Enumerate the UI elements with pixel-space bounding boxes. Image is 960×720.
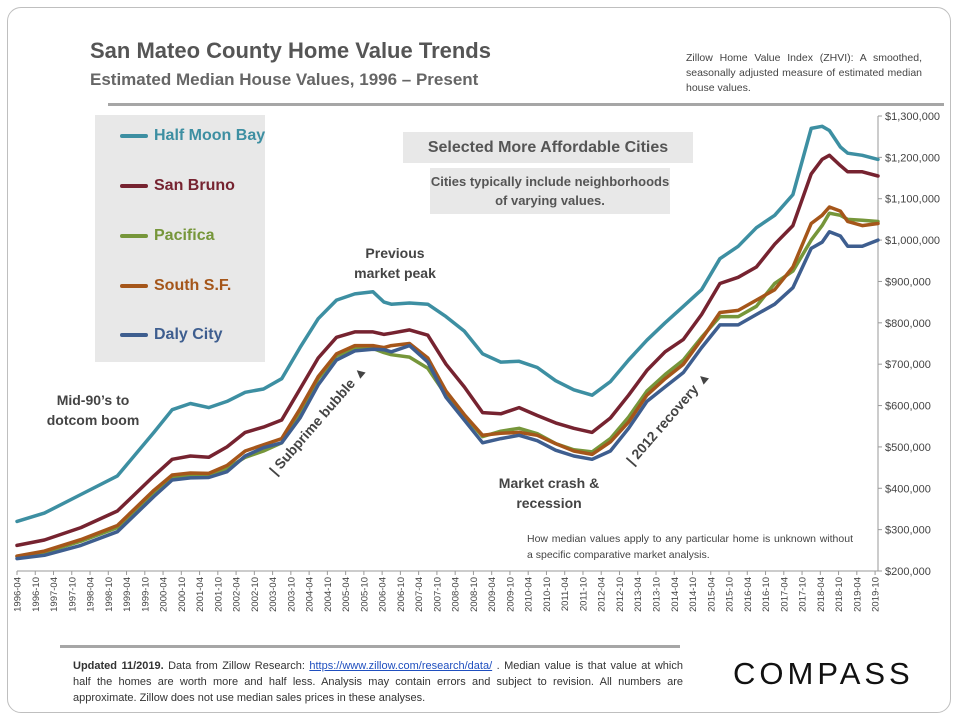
legend-item-half-moon-bay: Half Moon Bay bbox=[120, 127, 265, 145]
x-tick-label: 2019-10 bbox=[871, 577, 882, 612]
y-tick-label: $1,100,000 bbox=[885, 194, 940, 206]
x-tick-label: 2018-10 bbox=[834, 577, 845, 612]
legend-swatch bbox=[120, 333, 148, 337]
legend-swatch bbox=[120, 184, 148, 188]
legend-item-san-bruno: San Bruno bbox=[120, 177, 235, 195]
top-divider bbox=[108, 103, 944, 106]
annotation-crash: Market crash & recession bbox=[498, 475, 600, 511]
x-tick-label: 2016-04 bbox=[743, 577, 754, 612]
legend bbox=[95, 115, 265, 362]
x-tick-label: 2001-10 bbox=[213, 577, 224, 612]
x-tick-label: 2017-10 bbox=[798, 577, 809, 612]
y-tick-label: $200,000 bbox=[885, 566, 931, 578]
x-tick-label: 2006-10 bbox=[396, 577, 407, 612]
x-tick-label: 1996-10 bbox=[31, 577, 42, 612]
x-tick-label: 2013-04 bbox=[633, 577, 644, 612]
annotation-mid90s: Mid-90’s to dotcom boom bbox=[46, 392, 140, 428]
series-line-san-bruno bbox=[15, 153, 880, 548]
x-tick-label: 2010-10 bbox=[542, 577, 553, 612]
x-tick-label: 2002-04 bbox=[232, 577, 243, 612]
legend-item-pacifica: Pacifica bbox=[120, 227, 214, 245]
footer-note: Updated 11/2019. Data from Zillow Resear… bbox=[73, 658, 683, 706]
x-tick-label: 2003-04 bbox=[268, 577, 279, 612]
x-tick-label: 2011-04 bbox=[560, 577, 571, 611]
x-tick-label: 2002-10 bbox=[250, 577, 261, 612]
footer-updated: Updated 11/2019. bbox=[73, 660, 164, 672]
x-tick-label: 2005-10 bbox=[359, 577, 370, 612]
x-tick-label: 2009-04 bbox=[487, 577, 498, 612]
compass-logo: COMPASS bbox=[733, 656, 914, 691]
legend-swatch bbox=[120, 134, 148, 138]
y-tick-label: $1,000,000 bbox=[885, 235, 940, 247]
series-line-daly-city bbox=[15, 230, 880, 561]
x-tick-label: 2006-04 bbox=[378, 577, 389, 612]
legend-label: Daly City bbox=[154, 326, 223, 343]
x-tick-label: 2015-10 bbox=[725, 577, 736, 612]
footer-text-2: . Median value is that value at which ha… bbox=[73, 660, 683, 704]
legend-label: South S.F. bbox=[154, 277, 232, 294]
x-tick-label: 2004-04 bbox=[305, 577, 316, 612]
x-tick-label: 2000-04 bbox=[159, 577, 170, 612]
x-tick-label: 1997-04 bbox=[49, 577, 60, 612]
y-tick-label: $400,000 bbox=[885, 483, 931, 495]
x-tick-label: 2014-04 bbox=[670, 577, 681, 612]
x-tick-label: 2012-04 bbox=[597, 577, 608, 612]
legend-swatch bbox=[120, 284, 148, 288]
y-tick-label: $600,000 bbox=[885, 401, 931, 413]
legend-item-daly-city: Daly City bbox=[120, 326, 222, 344]
x-tick-label: 2014-10 bbox=[688, 577, 699, 612]
y-tick-label: $300,000 bbox=[885, 525, 931, 537]
cities-note-box: Cities typically include neighborhoods o… bbox=[430, 168, 670, 214]
x-tick-label: 1997-10 bbox=[67, 577, 78, 612]
x-tick-label: 2009-10 bbox=[505, 577, 516, 612]
zhvi-note: Zillow Home Value Index (ZHVI): A smooth… bbox=[686, 52, 922, 94]
y-tick-label: $700,000 bbox=[885, 359, 931, 371]
legend-label: San Bruno bbox=[154, 177, 235, 194]
y-tick-label: $1,200,000 bbox=[885, 152, 940, 164]
x-tick-label: 1998-10 bbox=[104, 577, 115, 612]
x-tick-label: 2019-04 bbox=[852, 577, 863, 612]
x-tick-label: 2007-04 bbox=[414, 577, 425, 612]
series-line-half-moon-bay bbox=[15, 124, 880, 524]
bottom-divider bbox=[60, 645, 680, 648]
y-tick-label: $900,000 bbox=[885, 276, 931, 288]
legend-label: Half Moon Bay bbox=[154, 127, 266, 144]
x-tick-label: 1996-04 bbox=[13, 577, 24, 612]
x-tick-label: 2005-04 bbox=[341, 577, 352, 612]
legend-label: Pacifica bbox=[154, 227, 215, 244]
x-tick-label: 2007-10 bbox=[432, 577, 443, 612]
x-tick-label: 2000-10 bbox=[177, 577, 188, 612]
chart-title: San Mateo County Home Value Trends bbox=[90, 38, 491, 63]
footer-text-1: Data from Zillow Research: bbox=[163, 660, 310, 672]
y-tick-label: $800,000 bbox=[885, 318, 931, 330]
selected-cities-box: Selected More Affordable Cities bbox=[403, 132, 693, 163]
x-tick-label: 2001-04 bbox=[195, 577, 206, 612]
chart-subtitle: Estimated Median House Values, 1996 – Pr… bbox=[90, 70, 479, 89]
x-tick-label: 2016-10 bbox=[761, 577, 772, 612]
annotation-previous-peak: Previous market peak bbox=[354, 245, 436, 281]
x-tick-label: 1999-10 bbox=[140, 577, 151, 612]
x-tick-label: 2013-10 bbox=[651, 577, 662, 612]
x-tick-label: 2003-10 bbox=[286, 577, 297, 612]
x-tick-label: 2015-04 bbox=[706, 577, 717, 612]
disclaimer-note: How median values apply to any particula… bbox=[527, 533, 853, 561]
y-tick-label: $500,000 bbox=[885, 442, 931, 454]
y-tick-label: $1,300,000 bbox=[885, 111, 940, 123]
x-tick-label: 2010-04 bbox=[524, 577, 535, 612]
x-tick-label: 1998-04 bbox=[86, 577, 97, 612]
x-tick-label: 2012-10 bbox=[615, 577, 626, 612]
x-tick-label: 2011-10 bbox=[578, 577, 589, 611]
x-tick-label: 2017-04 bbox=[779, 577, 790, 612]
x-tick-label: 2018-04 bbox=[816, 577, 827, 612]
x-tick-label: 2004-10 bbox=[323, 577, 334, 612]
legend-swatch bbox=[120, 234, 148, 238]
x-tick-label: 2008-04 bbox=[451, 577, 462, 612]
legend-item-south-sf: South S.F. bbox=[120, 277, 231, 295]
x-tick-label: 2008-10 bbox=[469, 577, 480, 612]
x-tick-label: 1999-04 bbox=[122, 577, 133, 612]
series-line-south-s-f bbox=[15, 205, 880, 558]
zillow-research-link[interactable]: https://www.zillow.com/research/data/ bbox=[309, 660, 493, 672]
